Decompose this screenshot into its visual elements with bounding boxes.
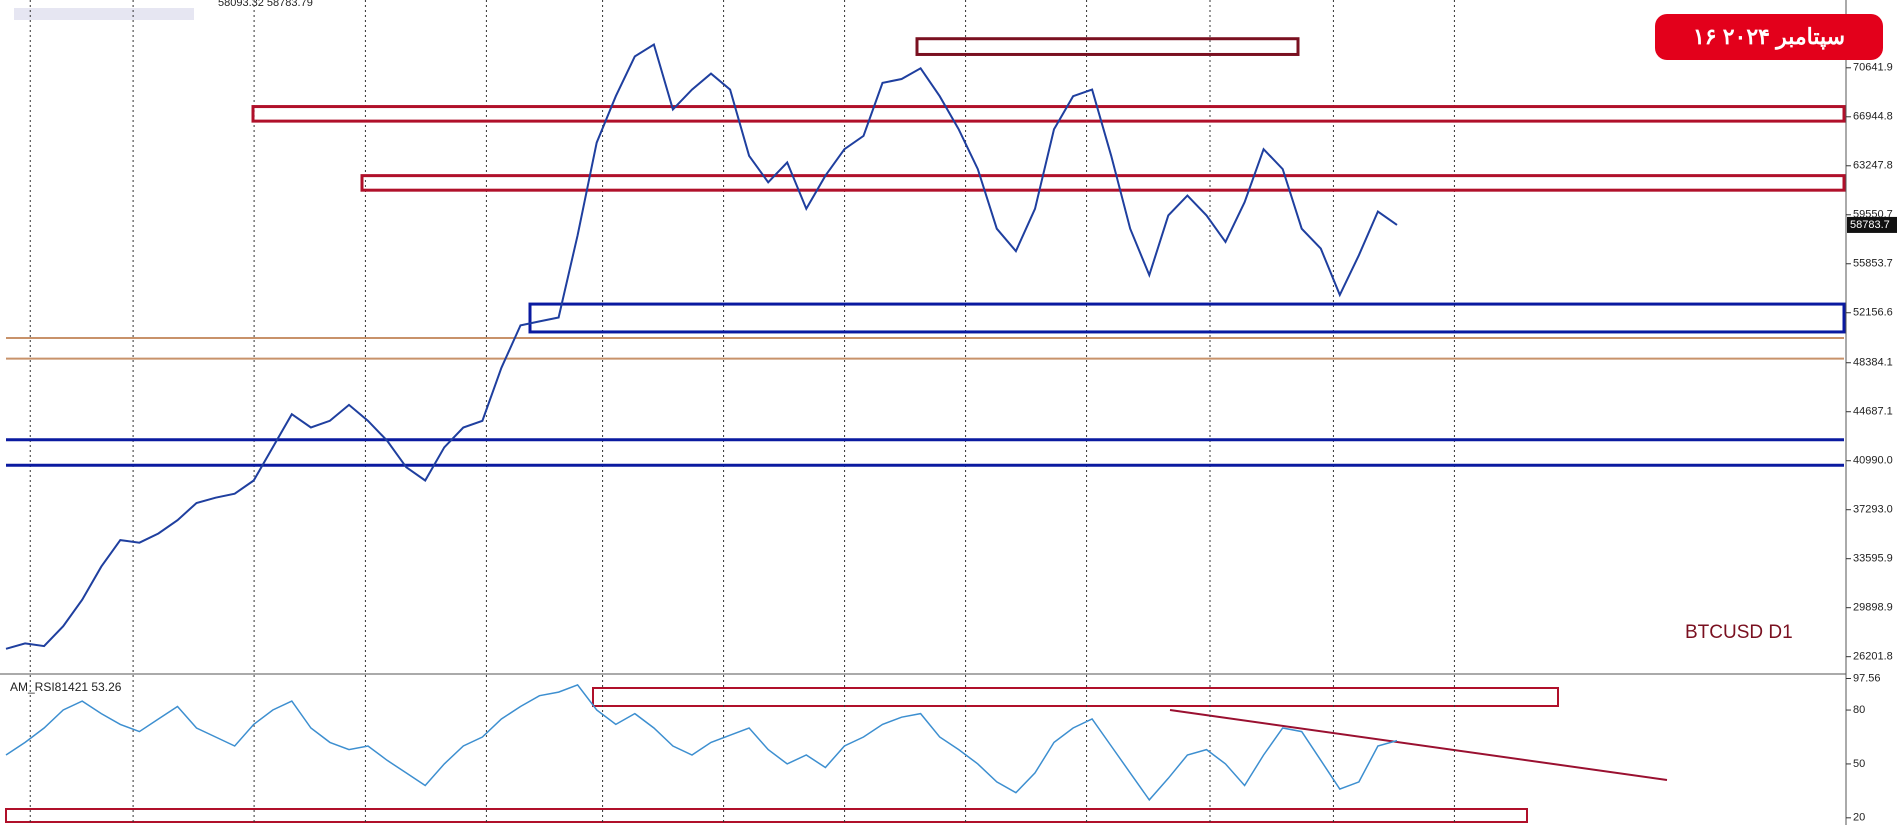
y-tick-label: 48384.1 <box>1853 357 1893 369</box>
price-line <box>5 42 1398 650</box>
rsi-trendline <box>1169 709 1668 781</box>
y-tick-label: 40990.0 <box>1853 455 1893 467</box>
symbol-label: BTCUSD D1 <box>1685 622 1793 643</box>
rsi-label: AM_RSI81421 53.26 <box>10 680 122 694</box>
y-tick-label: 55853.7 <box>1853 258 1893 270</box>
y-tick-label: 70641.9 <box>1853 62 1893 74</box>
zone <box>251 105 1846 123</box>
y-tick-label: 52156.6 <box>1853 307 1893 319</box>
date-badge-text: ۱۶ سپتامبر ۲۰۲۴ <box>1693 24 1845 51</box>
zone <box>915 37 1300 56</box>
zone <box>360 174 1846 192</box>
last-price-box <box>1847 216 1897 233</box>
toolbar-strip <box>14 8 194 20</box>
rsi-line <box>5 684 1398 802</box>
y-tick-label: 20 <box>1853 812 1865 824</box>
y-tick-label: 26201.8 <box>1853 651 1893 663</box>
y-tick-label: 66944.8 <box>1853 111 1893 123</box>
y-tick-label: 29898.9 <box>1853 602 1893 614</box>
last-price-label: 58783.7 <box>1850 219 1890 231</box>
rsi-box <box>5 808 1528 823</box>
y-tick-label: 97.56 <box>1853 672 1881 684</box>
y-tick-label: 63247.8 <box>1853 160 1893 172</box>
y-tick-label: 80 <box>1853 704 1865 716</box>
y-tick-label: 44687.1 <box>1853 406 1893 418</box>
zone <box>528 302 1846 334</box>
y-tick-label: 37293.0 <box>1853 504 1893 516</box>
ohlc-text: 58093.32 58783.79 <box>218 0 313 9</box>
date-badge <box>1655 14 1883 60</box>
y-tick-label: 50 <box>1853 758 1865 770</box>
rsi-box <box>592 687 1559 707</box>
y-tick-label: 33595.9 <box>1853 553 1893 565</box>
